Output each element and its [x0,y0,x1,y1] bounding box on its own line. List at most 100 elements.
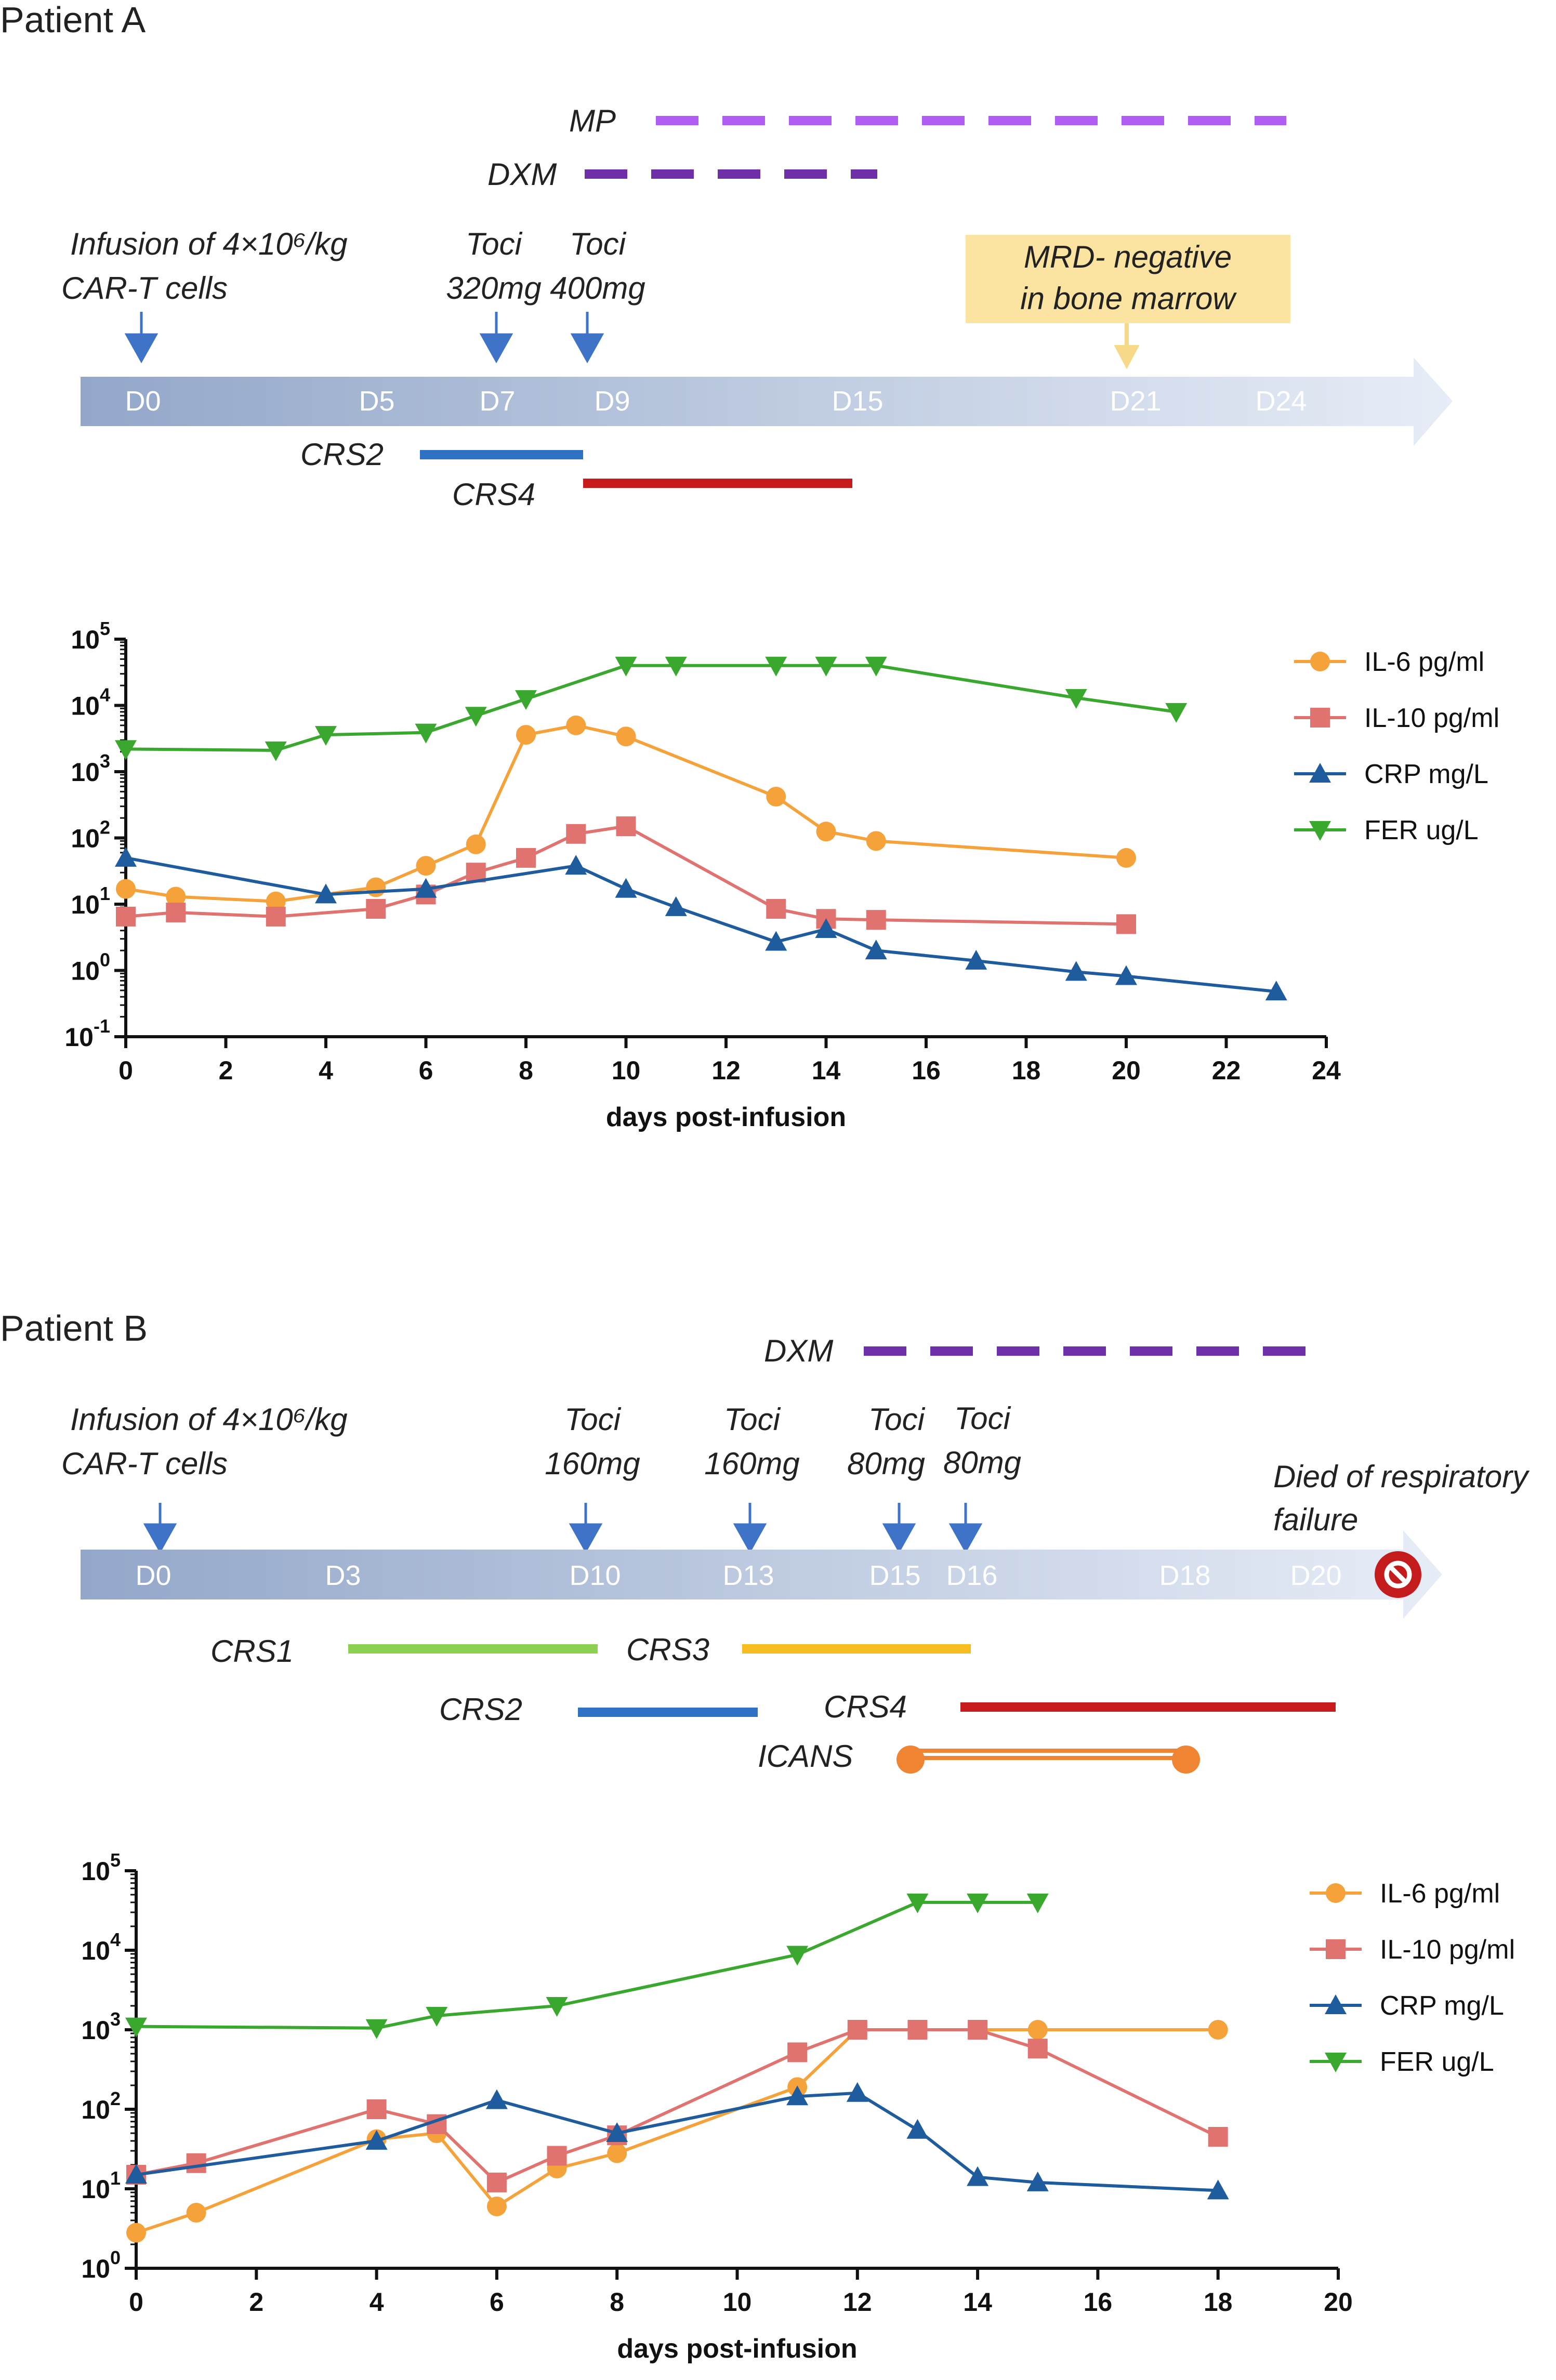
x-tick-label: 4 [319,1056,333,1085]
data-point [1027,2039,1048,2059]
data-point [906,2119,929,2139]
y-tick-label: 102 [71,817,110,853]
data-point [865,940,887,960]
series-fer [115,656,1188,761]
data-point [566,715,586,735]
toci-3-label: Toci [868,1402,926,1437]
timeline-arrow [81,1530,1442,1619]
legend-marker [1309,821,1331,841]
data-point [765,656,787,677]
x-tick-label: 10 [723,2288,752,2317]
x-tick-label: 18 [1204,2288,1233,2317]
legend-marker [1309,763,1331,783]
data-point [765,931,787,951]
y-tick-label: 100 [71,949,110,986]
day-label: D18 [1159,1560,1210,1591]
data-point [786,1946,809,1966]
crs1-label: CRS1 [210,1634,294,1669]
data-point [615,656,637,677]
toci-2-dose: 160mg [704,1446,799,1481]
legend-label: FER ug/L [1380,2047,1494,2077]
data-point [366,898,386,919]
data-point [416,856,436,876]
data-point [115,847,137,867]
day-label: D16 [946,1560,997,1591]
legend: IL-6 pg/ml IL-10 pg/ml CRP mg/L FER ug/L [1310,1879,1515,2077]
crs4-label: CRS4 [824,1689,907,1724]
data-point [186,2153,206,2173]
y-tick-label: 100 [81,2247,121,2283]
data-point [1027,2020,1048,2040]
data-point [415,723,437,744]
infusion-arrow-icon [124,312,159,364]
legend-label: IL-6 pg/ml [1380,1879,1500,1909]
data-point [907,2020,928,2040]
x-tick-label: 6 [419,1056,433,1085]
x-tick-label: 22 [1212,1056,1241,1085]
series-line [136,2028,1219,2185]
data-point [485,2089,508,2109]
data-point [465,707,487,727]
legend-marker [1325,2053,1347,2072]
data-point [516,848,536,868]
data-point [665,896,687,916]
legend-label: CRP mg/L [1364,759,1488,789]
series-fer [125,1893,1049,2039]
infusion-label: Infusion of 4×10⁶/kg [70,227,348,261]
series-line [125,664,1177,752]
timeline-day-labels: D0 D5 D7 D9 D15 D21 D24 [125,386,1307,417]
data-point [125,2164,147,2184]
y-tick-label: 103 [81,2008,121,2045]
data-point [565,855,587,875]
dxm-label: DXM [487,157,557,192]
data-point [466,834,486,854]
crs4-label: CRS4 [452,477,535,512]
series-il-10 [116,816,1136,934]
y-tick-label: 101 [71,883,110,919]
legend-marker [1310,652,1330,671]
day-label: D0 [135,1560,171,1591]
toci-1-dose: 320mg [446,271,541,306]
data-point [1208,2127,1228,2147]
toci-2-label: Toci [724,1402,781,1437]
legend-label: CRP mg/L [1380,1991,1504,2021]
day-label: D0 [125,386,161,417]
x-tick-label: 16 [1084,2288,1113,2317]
data-point [166,902,186,922]
x-tick-label: 12 [843,2288,872,2317]
toci-3-dose: 80mg [847,1446,925,1481]
data-point [1115,965,1137,985]
x-tick-label: 12 [711,1056,741,1085]
day-label: D5 [359,386,394,417]
toci-3-arrow-icon [882,1503,916,1554]
data-point [665,656,687,677]
data-point [566,824,586,844]
data-point [616,816,636,837]
x-tick-label: 2 [249,2288,263,2317]
data-point [847,2020,867,2040]
data-point [415,878,437,898]
toci-1-arrow-icon [569,1503,603,1554]
legend-label: IL-10 pg/ml [1380,1935,1515,1965]
data-point [1208,2020,1228,2040]
series-il-10 [126,2020,1228,2192]
legend: IL-6 pg/ml IL-10 pg/ml CRP mg/L FER ug/L [1294,647,1499,845]
data-point [607,2143,627,2163]
legend-marker [1325,1994,1347,2014]
data-point [766,787,786,807]
data-point [1065,961,1087,981]
day-label: D7 [479,386,515,417]
infusion-arrow-icon [143,1503,177,1554]
y-tick-label: 105 [71,618,110,654]
data-point [125,2017,147,2038]
y-tick-label: 102 [81,2088,121,2124]
x-tick-label: 14 [812,1056,841,1085]
dxm-label: DXM [764,1333,833,1368]
y-tick-label: 104 [71,684,110,721]
x-tick-label: 8 [610,2288,624,2317]
data-point [315,883,337,904]
data-point [186,2203,206,2223]
panel-a-title: Patient A [0,0,146,40]
